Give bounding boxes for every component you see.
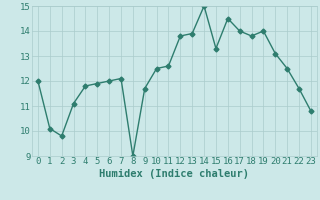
X-axis label: Humidex (Indice chaleur): Humidex (Indice chaleur) bbox=[100, 169, 249, 179]
